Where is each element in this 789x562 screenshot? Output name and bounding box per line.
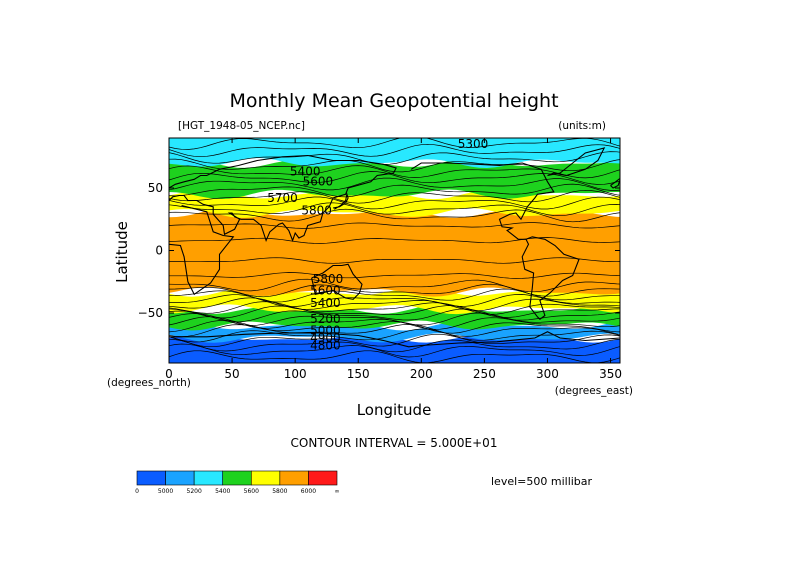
contour-line xyxy=(169,158,620,173)
contour-interval: CONTOUR INTERVAL = 5.000E+01 xyxy=(291,436,498,450)
coastline xyxy=(169,154,397,243)
colorbar-label: 5800 xyxy=(272,488,287,495)
contour-line xyxy=(169,202,620,217)
colorbar-swatch xyxy=(165,470,195,486)
x-axis-title: Longitude xyxy=(357,401,432,419)
colorbar-swatch xyxy=(279,470,309,486)
color-band-5200 xyxy=(169,138,620,168)
colorbar-label: 5600 xyxy=(244,488,259,495)
contour-line xyxy=(169,294,620,307)
contour-line xyxy=(169,143,620,158)
x-tick-label: 300 xyxy=(536,367,559,381)
colorbar-label: 5400 xyxy=(215,488,230,495)
chart-title: Monthly Mean Geopotential height xyxy=(229,90,558,112)
coastline xyxy=(332,192,349,210)
colorbar-swatch xyxy=(222,470,252,486)
contour-line xyxy=(169,283,620,298)
coastline xyxy=(169,331,620,348)
colorbar-label: 0 xyxy=(135,488,139,495)
units-label: (units:m) xyxy=(558,120,606,132)
colorbar-label: 6000 xyxy=(301,488,316,495)
contour-line xyxy=(169,257,620,264)
y-tick-label: −50 xyxy=(138,306,163,320)
x-tick-label: 150 xyxy=(347,367,370,381)
contour-line xyxy=(169,196,620,210)
coastline xyxy=(610,177,620,189)
contour-label: 5200 xyxy=(310,312,341,326)
contour-line xyxy=(169,171,620,185)
file-label: [HGT_1948-05_NCEP.nc] xyxy=(178,120,305,132)
contour-line xyxy=(169,177,620,191)
coastline xyxy=(311,263,363,300)
x-tick-label: 0 xyxy=(165,367,173,381)
y-tick-label: 50 xyxy=(148,181,163,195)
contour-label: 5000 xyxy=(310,323,341,337)
contour-line xyxy=(169,288,620,303)
colorbar-swatch xyxy=(308,470,338,486)
contour-labels: 5300540056005700580058005600540052005000… xyxy=(267,137,488,352)
contour-label: 5300 xyxy=(458,137,489,151)
colorbar-swatch xyxy=(136,470,166,486)
contour-line xyxy=(169,278,620,293)
contour-line xyxy=(169,272,620,279)
x-tick-label: 50 xyxy=(224,367,239,381)
coastline xyxy=(410,162,580,321)
x-unit-note: (degrees_east) xyxy=(555,385,633,397)
coastline xyxy=(547,147,606,177)
contour-line xyxy=(169,312,620,326)
x-tick-label: 350 xyxy=(599,367,622,381)
level-label: level=500 millibar xyxy=(491,475,593,488)
contour-line xyxy=(169,208,620,223)
contour-line xyxy=(169,183,620,198)
contour-label: 5800 xyxy=(313,272,344,286)
contour-label: 4800 xyxy=(310,338,341,352)
contour-line xyxy=(169,338,620,353)
contour-line xyxy=(169,165,620,179)
contour-line xyxy=(169,328,620,343)
contour-label: 5700 xyxy=(267,191,298,205)
y-unit-note: (degrees_north) xyxy=(107,377,191,389)
x-tick-label: 250 xyxy=(473,367,496,381)
contour-label: 5400 xyxy=(290,165,321,179)
contour-line xyxy=(169,305,620,319)
coastline xyxy=(169,204,235,296)
contour-line xyxy=(169,350,620,363)
colorbar-swatch xyxy=(193,470,224,486)
colorbar: 0 5000 5200 5400 5600 5800 6000 ∞ xyxy=(135,470,340,495)
coastlines xyxy=(169,147,620,348)
plot-area: 5300540056005700580058005600540052005000… xyxy=(138,137,622,381)
colorbar-label: ∞ xyxy=(335,488,340,495)
x-ticks: 0 50 100 150 200 250 300 350 xyxy=(165,138,622,381)
contour-line xyxy=(169,301,620,315)
contour-line xyxy=(169,319,620,334)
colorbar-swatch xyxy=(250,470,281,486)
colorbar-label: 5000 xyxy=(158,488,173,495)
contour-line xyxy=(169,308,620,323)
contour-line xyxy=(169,189,620,204)
contour-label: 5400 xyxy=(310,296,341,310)
contour-line xyxy=(169,222,620,229)
contour-label: 4900 xyxy=(310,331,341,345)
color-band-5800 xyxy=(169,208,620,297)
y-tick-label: 0 xyxy=(155,244,163,258)
contour-line xyxy=(169,151,620,165)
contour-label: 5600 xyxy=(310,283,341,297)
contour-line xyxy=(169,237,620,244)
x-tick-label: 100 xyxy=(284,367,307,381)
contour-label: 5800 xyxy=(301,203,332,217)
x-tick-label: 200 xyxy=(410,367,433,381)
colorbar-label: 5200 xyxy=(187,488,202,495)
contour-line xyxy=(169,297,620,312)
y-axis-title: Latitude xyxy=(113,221,131,283)
contour-line xyxy=(169,343,620,358)
contour-label: 5600 xyxy=(303,175,334,189)
y-ticks: −50 0 50 xyxy=(138,181,620,320)
